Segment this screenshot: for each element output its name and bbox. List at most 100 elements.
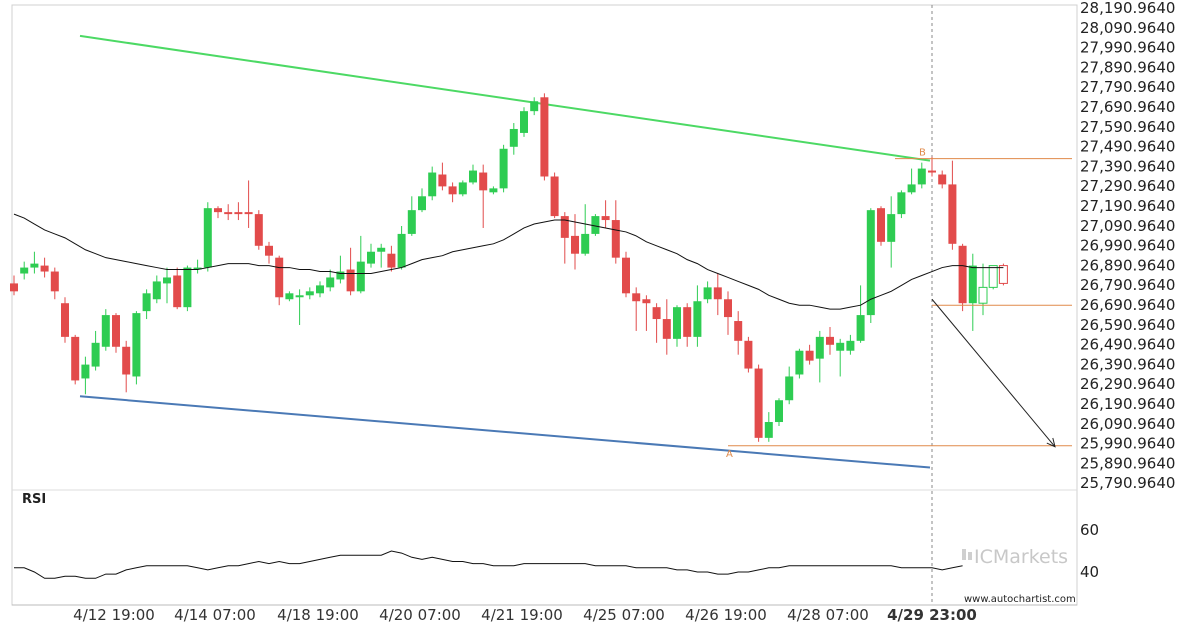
y-tick-label: 27,290.9640	[1080, 177, 1175, 195]
candle-body	[377, 247, 386, 252]
candle-body	[254, 214, 263, 246]
y-tick-label: 27,790.9640	[1080, 78, 1175, 96]
candle-body	[326, 277, 335, 288]
candle-body	[571, 235, 579, 254]
candle-body	[173, 275, 182, 308]
candle-body	[693, 301, 702, 337]
marker-a: A	[726, 449, 733, 460]
candle-body	[530, 101, 539, 112]
candle-body	[346, 269, 355, 292]
x-tick-label: 4/12 19:00	[73, 606, 155, 624]
rsi-label: RSI	[22, 492, 46, 507]
candle-body	[683, 307, 692, 337]
moving-average	[13, 213, 1004, 310]
y-tick-label: 28,190.9640	[1080, 0, 1175, 17]
candle-body	[458, 182, 467, 195]
candle-body	[897, 192, 906, 215]
candle-body	[40, 265, 49, 272]
y-tick-label: 27,590.9640	[1080, 118, 1175, 136]
logo-bar-1	[962, 549, 966, 560]
candle-body	[887, 214, 896, 242]
candle-body	[662, 319, 671, 339]
y-tick-label: 26,290.9640	[1080, 375, 1175, 393]
candle-body	[550, 176, 559, 217]
candle-body	[622, 257, 630, 294]
y-tick-label: 27,090.9640	[1080, 217, 1175, 235]
candle-body	[20, 267, 29, 274]
candle-body	[316, 285, 324, 294]
candle-body	[713, 287, 722, 300]
candle-body	[367, 251, 375, 264]
brand-name: ICMarkets	[974, 546, 1068, 568]
candles	[10, 93, 1008, 442]
candle-body	[815, 336, 824, 359]
candle-body	[214, 208, 222, 213]
candle-body	[305, 291, 314, 296]
candle-body	[673, 307, 681, 339]
candle-body	[244, 212, 253, 215]
candle-body	[499, 148, 508, 189]
x-tick-label: 4/29 23:00	[887, 606, 977, 624]
y-tick-label: 27,190.9640	[1080, 197, 1175, 215]
y-tick-label: 26,390.9640	[1080, 355, 1175, 373]
candle-body	[193, 267, 202, 270]
candle-body	[703, 287, 712, 300]
candle-body	[336, 271, 345, 280]
candle-body	[560, 216, 569, 238]
candle-body	[30, 263, 39, 268]
levels: BA	[726, 148, 1072, 460]
candle-body	[142, 293, 151, 312]
candle-body	[591, 216, 600, 234]
projection-arrow-head	[1046, 437, 1056, 448]
candle-body	[642, 299, 651, 304]
candle-body	[744, 340, 753, 369]
candle-body	[275, 257, 284, 298]
candle-body	[754, 368, 763, 438]
y-tick-label: 26,790.9640	[1080, 276, 1175, 294]
brand-logo: ICMarkets	[962, 546, 1068, 568]
rsi-line	[14, 550, 963, 579]
x-tick-label: 4/28 07:00	[787, 606, 869, 624]
candle-body	[101, 315, 110, 347]
candle-body	[61, 303, 69, 337]
candle-body	[183, 267, 192, 308]
candle-body	[469, 170, 477, 183]
candle-body	[224, 212, 233, 215]
candle-body	[285, 293, 294, 300]
candle-body	[805, 350, 814, 361]
ma-line	[13, 213, 1004, 310]
candle-body	[601, 216, 610, 221]
x-axis-ticks: 4/12 19:00 4/14 07:00 4/18 19:00 4/20 07:00…	[73, 5, 977, 624]
y-tick-label: 27,390.9640	[1080, 157, 1175, 175]
rsi-tick-label: 40	[1080, 563, 1099, 581]
candle-body	[611, 220, 620, 258]
candle-body	[203, 208, 212, 268]
candle-body	[520, 111, 528, 133]
candle-body	[795, 350, 804, 375]
candle-body	[632, 293, 641, 302]
candle-body	[785, 376, 794, 401]
candle-body	[938, 174, 947, 185]
candle-body	[163, 277, 171, 284]
candle-body	[917, 168, 926, 185]
x-tick-label: 4/18 19:00	[277, 606, 359, 624]
candle-body	[448, 186, 457, 195]
candle-body	[540, 97, 549, 177]
candle-body	[846, 340, 855, 351]
candle-body	[652, 307, 661, 320]
candle-body	[418, 196, 426, 211]
y-tick-label: 25,890.9640	[1080, 454, 1175, 472]
candle-body	[479, 172, 488, 191]
y-tick-label: 26,590.9640	[1080, 316, 1175, 334]
y-tick-label: 26,190.9640	[1080, 395, 1175, 413]
y-tick-label: 27,490.9640	[1080, 138, 1175, 156]
x-tick-label: 4/26 19:00	[685, 606, 767, 624]
y-tick-label: 27,690.9640	[1080, 98, 1175, 116]
x-tick-label: 4/14 07:00	[174, 606, 256, 624]
candle-body	[265, 245, 273, 256]
x-tick-label: 4/20 07:00	[379, 606, 461, 624]
candle-body	[489, 188, 498, 193]
y-axis-ticks: 28,190.9640 28,090.9640 27,990.964027,890.…	[1080, 0, 1175, 492]
